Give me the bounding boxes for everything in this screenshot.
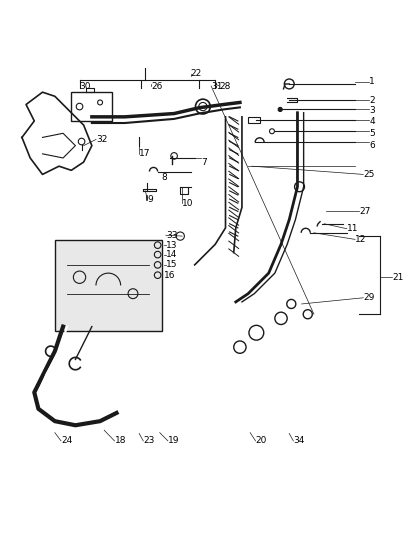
Text: 29: 29 xyxy=(362,293,374,302)
Text: 8: 8 xyxy=(161,173,167,182)
Text: 19: 19 xyxy=(168,436,179,445)
Text: 31: 31 xyxy=(211,81,222,90)
Text: 24: 24 xyxy=(61,436,72,445)
Text: 14: 14 xyxy=(166,250,177,259)
Text: 7: 7 xyxy=(200,158,206,167)
Text: 13: 13 xyxy=(166,240,177,250)
FancyBboxPatch shape xyxy=(55,240,161,331)
Text: 30: 30 xyxy=(79,81,91,90)
Text: 22: 22 xyxy=(190,69,201,78)
Text: 32: 32 xyxy=(96,135,107,144)
Text: 10: 10 xyxy=(182,199,193,208)
Text: 25: 25 xyxy=(362,170,374,179)
Text: 11: 11 xyxy=(346,224,357,233)
Text: 23: 23 xyxy=(143,436,154,445)
Text: 17: 17 xyxy=(139,150,150,158)
Text: 21: 21 xyxy=(391,273,402,282)
Text: 28: 28 xyxy=(219,81,230,90)
Text: 6: 6 xyxy=(368,141,374,150)
Text: 34: 34 xyxy=(293,436,304,445)
Text: 2: 2 xyxy=(368,96,374,105)
Text: 27: 27 xyxy=(358,207,370,216)
Text: 18: 18 xyxy=(114,436,126,445)
Text: 12: 12 xyxy=(354,235,366,244)
Circle shape xyxy=(278,108,282,111)
Text: 26: 26 xyxy=(151,81,162,90)
Text: 16: 16 xyxy=(164,271,175,280)
Text: 3: 3 xyxy=(368,106,374,115)
Text: 15: 15 xyxy=(166,260,177,270)
Text: 20: 20 xyxy=(255,436,266,445)
Text: 4: 4 xyxy=(368,117,374,126)
Text: 9: 9 xyxy=(147,195,153,203)
Text: 1: 1 xyxy=(368,77,374,87)
Text: 33: 33 xyxy=(166,231,177,240)
Text: 5: 5 xyxy=(368,129,374,138)
